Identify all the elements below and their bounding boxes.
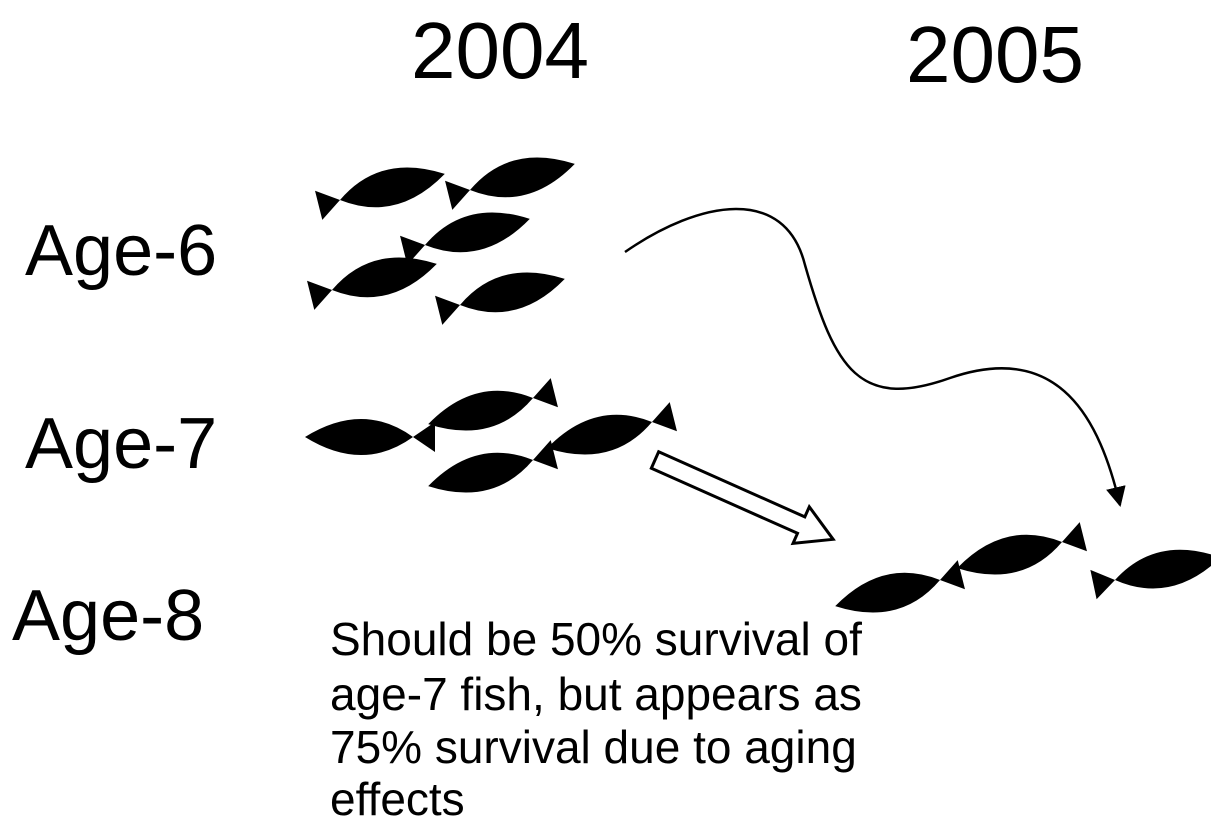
note-line: Should be 50% survival of <box>330 613 862 665</box>
column-header: 2005 <box>906 10 1084 99</box>
row-label: Age-8 <box>12 576 204 656</box>
fish <box>423 375 559 442</box>
fish <box>444 146 580 213</box>
fish <box>423 437 559 504</box>
column-header: 2004 <box>411 6 589 95</box>
fish <box>1089 539 1211 603</box>
fish <box>434 261 570 328</box>
fish-group <box>830 519 1211 624</box>
row-label: Age-7 <box>25 404 217 484</box>
fish <box>952 519 1088 586</box>
note-line: effects <box>330 773 465 825</box>
note-line: 75% survival due to aging <box>330 721 857 773</box>
fish <box>305 419 435 455</box>
fish-group <box>306 146 580 328</box>
fish <box>399 201 535 268</box>
note: Should be 50% survival of age-7 fish, bu… <box>330 613 862 825</box>
fish <box>314 156 450 223</box>
fish <box>306 246 442 313</box>
note-line: age-7 fish, but appears as <box>330 668 862 720</box>
block-arrow <box>649 449 836 546</box>
fish-group <box>305 375 678 504</box>
curved-arrow <box>624 207 1126 507</box>
row-label: Age-6 <box>25 211 217 291</box>
